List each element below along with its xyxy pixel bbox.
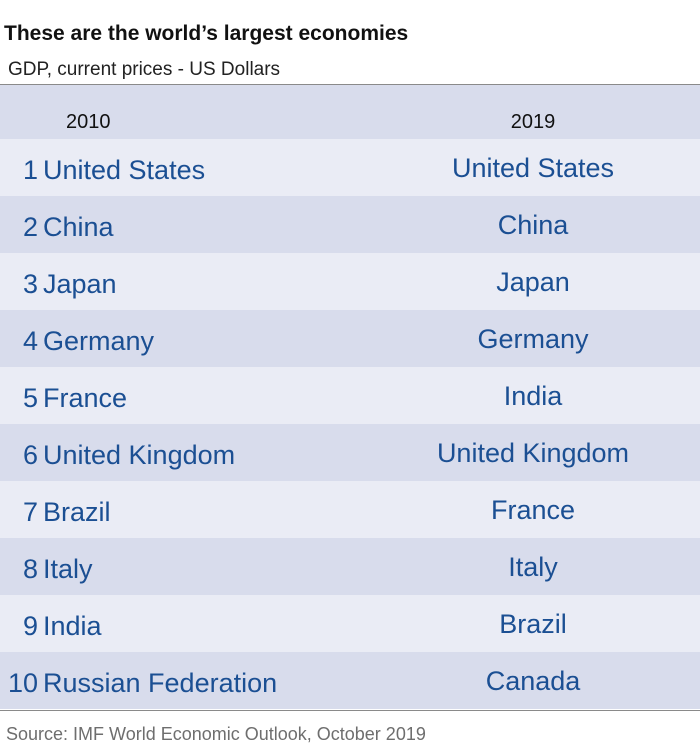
country-2019-cell: France — [490, 495, 576, 525]
column-header-2010: 2010 — [66, 111, 111, 133]
chart-title: These are the world’s largest economies — [4, 22, 409, 45]
economies-table: 2010 2019 1 United States United States … — [0, 85, 700, 709]
country-2019-cell: Japan — [496, 267, 570, 297]
country-2010-cell: Germany — [43, 326, 155, 356]
rank-cell: 8 — [22, 554, 38, 584]
country-2010-cell: China — [43, 212, 114, 242]
table-row: 9 India Brazil — [0, 595, 700, 652]
rank-cell: 1 — [22, 155, 38, 185]
chart-subtitle: GDP, current prices - US Dollars — [8, 59, 281, 80]
table-row: 8 Italy Italy — [0, 538, 700, 595]
country-2019-cell: Germany — [477, 324, 589, 354]
rank-cell: 7 — [22, 497, 38, 527]
table-row: 10 Russian Federation Canada — [0, 652, 700, 709]
column-header-2019: 2019 — [510, 111, 556, 133]
rank-cell: 3 — [22, 269, 38, 299]
country-2019-cell: Canada — [485, 666, 581, 696]
table-row: 4 Germany Germany — [0, 310, 700, 367]
country-2010-cell: Russian Federation — [43, 668, 278, 698]
country-2010-cell: India — [43, 611, 102, 641]
country-2010-cell: Brazil — [43, 497, 111, 527]
rank-cell: 9 — [22, 611, 38, 641]
top-divider — [0, 84, 700, 85]
country-2010-cell: Japan — [43, 269, 117, 299]
country-2019-cell: China — [497, 210, 569, 240]
country-2010-cell: France — [43, 383, 128, 413]
country-2010-cell: United States — [43, 155, 206, 185]
source-note: Source: IMF World Economic Outlook, Octo… — [6, 724, 426, 744]
rank-cell: 6 — [22, 440, 38, 470]
table-row: 5 France India — [0, 367, 700, 424]
bottom-divider — [0, 710, 700, 711]
rank-cell: 5 — [22, 383, 38, 413]
table-row: 1 United States United States — [0, 139, 700, 196]
rank-cell: 4 — [22, 326, 38, 356]
rank-cell: 2 — [22, 212, 38, 242]
country-2019-cell: United Kingdom — [436, 438, 630, 468]
table-header-row: 2010 2019 — [0, 85, 700, 139]
country-2010-cell: Italy — [43, 554, 93, 584]
table-row: 2 China China — [0, 196, 700, 253]
country-2019-cell: Italy — [508, 552, 558, 582]
table-row: 7 Brazil France — [0, 481, 700, 538]
country-2019-cell: India — [503, 381, 563, 411]
rank-cell: 10 — [7, 668, 38, 698]
country-2019-cell: Brazil — [499, 609, 567, 639]
country-2010-cell: United Kingdom — [43, 440, 236, 470]
country-2019-cell: United States — [451, 153, 615, 183]
table-row: 3 Japan Japan — [0, 253, 700, 310]
table-row: 6 United Kingdom United Kingdom — [0, 424, 700, 481]
